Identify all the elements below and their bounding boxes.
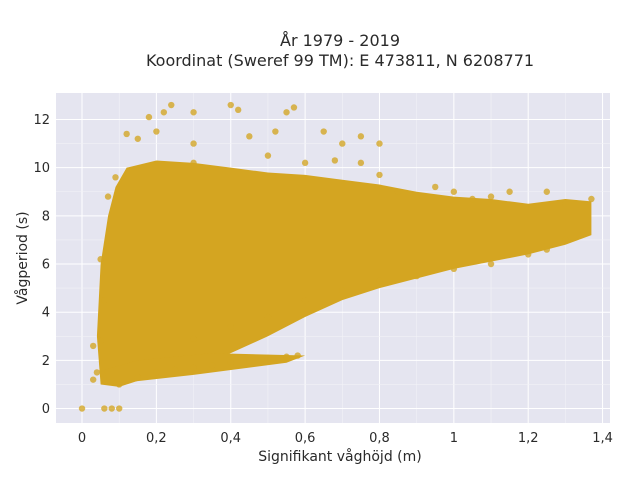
data-point — [394, 188, 402, 195]
data-point — [101, 405, 108, 412]
x-tick-label: 1,2 — [518, 431, 539, 446]
data-point — [78, 405, 86, 412]
data-point — [160, 109, 168, 116]
data-point — [97, 256, 104, 263]
data-point — [562, 200, 569, 208]
x-tick-label: 0,8 — [369, 431, 390, 446]
dense-point-cloud — [96, 160, 592, 387]
y-tick-label: 10 — [33, 161, 50, 176]
data-point — [246, 133, 253, 140]
data-point — [357, 159, 365, 167]
x-tick-label: 1 — [450, 431, 458, 446]
data-point — [339, 140, 346, 147]
y-tick-label: 8 — [42, 209, 50, 224]
y-tick-label: 4 — [42, 306, 50, 321]
y-axis-ticks: 0 2 4 6 8 10 12 — [33, 113, 50, 417]
data-point — [134, 374, 141, 381]
data-point — [432, 183, 439, 191]
data-point — [487, 260, 495, 268]
x-tick-label: 0,4 — [220, 431, 241, 446]
data-point — [108, 405, 115, 412]
data-point — [376, 277, 383, 285]
data-point — [89, 342, 97, 350]
x-tick-label: 0,6 — [295, 431, 316, 446]
x-tick-label: 0 — [78, 431, 86, 446]
data-point — [543, 246, 550, 253]
y-axis-label: Vågperiod (s) — [14, 211, 31, 304]
data-point — [190, 364, 197, 371]
data-point — [101, 296, 108, 304]
data-point — [208, 361, 216, 369]
x-tick-label: 1,4 — [592, 431, 613, 446]
data-point — [543, 188, 550, 195]
data-point — [190, 335, 197, 342]
data-point — [450, 188, 458, 195]
data-point — [320, 128, 327, 135]
data-point — [116, 405, 123, 412]
data-points — [78, 101, 595, 412]
data-point — [116, 381, 123, 388]
data-point — [588, 195, 595, 203]
data-point — [290, 104, 298, 111]
data-point — [413, 193, 420, 200]
data-point — [227, 323, 234, 330]
data-point — [376, 171, 383, 179]
x-axis-label: Signifikant våghöjd (m) — [258, 448, 421, 465]
data-point — [450, 265, 458, 273]
data-point — [97, 337, 104, 345]
data-point — [190, 140, 197, 147]
data-point — [190, 159, 197, 167]
data-point — [487, 193, 495, 200]
data-point — [234, 106, 242, 114]
y-tick-label: 0 — [42, 402, 50, 417]
data-point — [413, 272, 420, 280]
data-point — [301, 159, 309, 167]
data-point — [357, 133, 365, 140]
y-tick-label: 6 — [42, 258, 50, 273]
data-point — [171, 366, 179, 374]
data-point — [294, 352, 301, 359]
data-point — [145, 113, 153, 121]
data-point — [153, 369, 160, 376]
data-point — [112, 174, 119, 181]
chart-title-line-2: Koordinat (Sweref 99 TM): E 473811, N 62… — [146, 51, 534, 70]
data-point — [339, 287, 346, 294]
data-point — [283, 109, 290, 116]
data-point — [168, 101, 175, 109]
data-point — [134, 135, 141, 142]
data-point — [264, 354, 272, 362]
x-tick-label: 0,2 — [146, 431, 167, 446]
chart-title-line-1: År 1979 - 2019 — [280, 31, 400, 50]
data-point — [123, 130, 130, 138]
y-tick-label: 12 — [33, 113, 50, 128]
data-point — [227, 101, 234, 109]
data-point — [104, 193, 112, 200]
data-point — [190, 109, 197, 116]
data-point — [469, 195, 476, 203]
data-point — [272, 128, 279, 135]
data-point — [331, 157, 339, 164]
data-point — [562, 236, 569, 244]
data-point — [93, 369, 101, 376]
data-point — [89, 376, 97, 383]
x-axis-ticks: 0 0,2 0,4 0,6 0,8 1 1,2 1,4 — [78, 431, 613, 446]
data-point — [506, 188, 513, 195]
data-point — [264, 152, 272, 159]
data-point — [264, 313, 272, 321]
data-point — [227, 359, 234, 366]
data-point — [301, 296, 309, 304]
low-period-band — [104, 353, 306, 385]
data-point — [376, 140, 383, 147]
data-point — [580, 229, 588, 236]
data-point — [153, 128, 160, 135]
data-point — [246, 357, 253, 364]
data-point — [283, 353, 290, 360]
y-tick-label: 2 — [42, 354, 50, 369]
data-point — [525, 251, 532, 258]
